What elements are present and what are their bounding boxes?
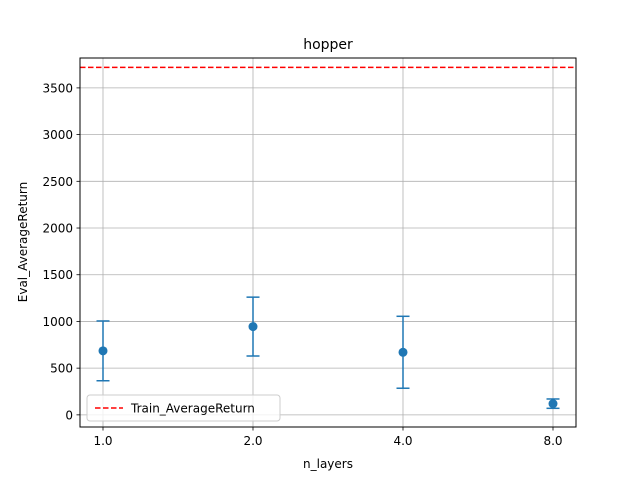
y-tick-label: 2500	[42, 175, 73, 189]
x-ticks: 1.0 2.0 4.0 8.0	[93, 427, 563, 448]
data-point	[98, 346, 108, 356]
legend-box	[86, 394, 281, 422]
data-point	[398, 347, 408, 357]
y-tick-label: 1500	[42, 268, 73, 282]
chart-title: hopper	[303, 37, 353, 53]
legend-label: Train_AverageReturn	[130, 402, 255, 416]
data-point	[248, 322, 258, 332]
data-points	[98, 322, 558, 409]
y-tick-label: 3000	[42, 128, 73, 142]
y-ticks: 0 500 1000 1500 2000 2500 3000 3500	[42, 81, 80, 422]
legend: Train_AverageReturn	[86, 394, 281, 422]
y-tick-label: 500	[50, 362, 73, 376]
data-point	[548, 399, 558, 409]
y-tick-label: 1000	[42, 315, 73, 329]
y-tick-label: 3500	[42, 81, 73, 95]
x-axis-label: n_layers	[303, 457, 353, 471]
y-tick-label: 0	[65, 408, 73, 422]
x-tick-label: 8.0	[543, 434, 562, 448]
x-tick-label: 4.0	[393, 434, 412, 448]
plot-frame	[79, 57, 577, 428]
y-axis-label: Eval_AverageReturn	[16, 182, 30, 302]
x-tick-label: 2.0	[243, 434, 262, 448]
y-tick-label: 2000	[42, 222, 73, 236]
x-tick-label: 1.0	[93, 434, 112, 448]
